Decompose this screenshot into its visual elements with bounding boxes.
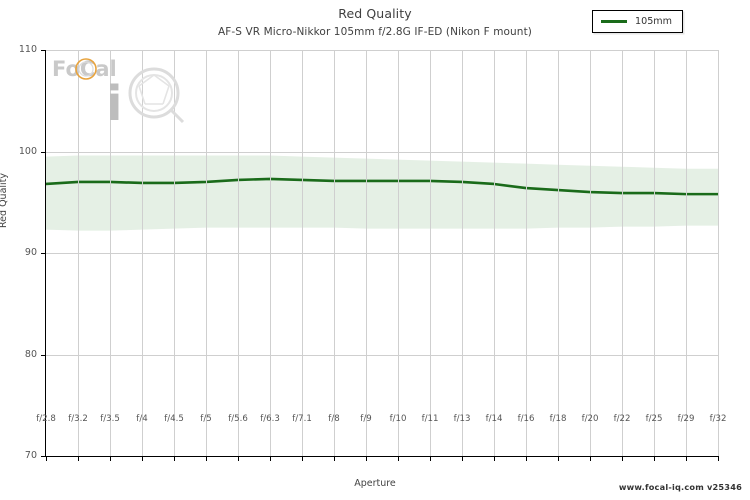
gridline-horizontal	[46, 50, 718, 51]
gridline-vertical	[366, 50, 367, 456]
x-tick-mark	[270, 456, 271, 461]
gridline-horizontal	[46, 151, 718, 153]
gridline-vertical	[174, 50, 175, 456]
x-tick-mark	[718, 456, 719, 461]
gridline-vertical	[206, 50, 207, 456]
x-axis-title: Aperture	[354, 478, 396, 489]
gridline-vertical	[526, 50, 527, 456]
x-tick-label: f/2.8	[36, 414, 56, 424]
chart-subtitle: AF-S VR Micro-Nikkor 105mm f/2.8G IF-ED …	[218, 26, 532, 38]
gridline-horizontal	[46, 354, 718, 356]
x-tick-mark	[334, 456, 335, 461]
series-line-105mm	[46, 177, 718, 196]
x-tick-label: f/16	[517, 414, 535, 424]
x-tick-label: f/3.2	[68, 414, 88, 424]
x-tick-label: f/4.5	[164, 414, 184, 424]
x-tick-mark	[174, 456, 175, 461]
y-tick-label: 90	[24, 247, 37, 258]
gridline-vertical	[654, 50, 655, 456]
x-tick-mark	[558, 456, 559, 461]
gridline-vertical	[238, 50, 239, 456]
y-tick-mark	[41, 253, 46, 254]
legend-swatch-105mm	[601, 19, 627, 24]
y-tick-label: 70	[24, 450, 37, 461]
x-tick-mark	[622, 456, 623, 461]
x-tick-label: f/25	[645, 414, 663, 424]
y-tick-mark	[41, 151, 46, 153]
x-tick-mark	[302, 456, 303, 461]
x-tick-mark	[590, 456, 591, 461]
confidence-band	[46, 155, 718, 231]
x-tick-mark	[462, 456, 463, 461]
x-tick-label: f/22	[613, 414, 631, 424]
chart-legend[interactable]: 105mm	[592, 10, 684, 33]
x-tick-label: f/29	[677, 414, 695, 424]
x-tick-label: f/7.1	[292, 414, 312, 424]
x-tick-mark	[494, 456, 495, 461]
x-tick-label: f/4	[136, 414, 148, 424]
y-tick-mark	[41, 50, 46, 51]
x-tick-mark	[142, 456, 143, 461]
gridline-vertical	[718, 50, 719, 456]
x-tick-mark	[526, 456, 527, 461]
series-canvas	[46, 155, 718, 231]
y-tick-mark	[41, 354, 46, 356]
x-tick-mark	[366, 456, 367, 461]
gridline-vertical	[590, 50, 591, 456]
x-tick-label: f/10	[389, 414, 407, 424]
gridline-vertical	[622, 50, 623, 456]
x-tick-label: f/11	[421, 414, 439, 424]
x-axis-line	[45, 456, 719, 457]
y-axis-title: Red Quality	[0, 172, 9, 228]
plot-area	[41, 50, 719, 461]
y-tick-label: 80	[24, 348, 37, 360]
x-tick-mark	[206, 456, 207, 461]
gridline-vertical	[686, 50, 687, 456]
gridline-vertical	[494, 50, 495, 456]
x-tick-label: f/5	[200, 414, 212, 424]
footer-text: www.focal-iq.com v25346	[618, 482, 742, 492]
y-tick-label: 100	[18, 145, 37, 157]
gridline-vertical	[78, 50, 79, 456]
x-tick-label: f/18	[549, 414, 567, 424]
x-tick-label: f/32	[709, 414, 727, 424]
x-tick-mark	[46, 456, 47, 461]
x-tick-label: f/5.6	[228, 414, 248, 424]
x-tick-label: f/20	[581, 414, 599, 424]
x-tick-mark	[110, 456, 111, 461]
gridline-vertical	[142, 50, 143, 456]
gridline-vertical	[302, 50, 303, 456]
legend-label-105mm: 105mm	[635, 16, 673, 27]
x-tick-mark	[654, 456, 655, 461]
gridline-vertical	[430, 50, 431, 456]
x-tick-mark	[430, 456, 431, 461]
x-tick-label: f/6.3	[260, 414, 280, 424]
x-tick-mark	[686, 456, 687, 461]
chart-title: Red Quality	[338, 6, 412, 21]
x-tick-label: f/8	[328, 414, 340, 424]
x-tick-mark	[238, 456, 239, 461]
y-tick-mark	[41, 456, 46, 457]
x-tick-mark	[398, 456, 399, 461]
x-tick-mark	[78, 456, 79, 461]
y-tick-label: 110	[18, 44, 37, 55]
gridline-vertical	[462, 50, 463, 456]
gridline-vertical	[558, 50, 559, 456]
x-tick-label: f/9	[360, 414, 372, 424]
x-tick-label: f/14	[485, 414, 503, 424]
gridline-vertical	[334, 50, 335, 456]
gridline-horizontal	[46, 253, 718, 254]
x-tick-label: f/13	[453, 414, 471, 424]
x-tick-label: f/3.5	[100, 414, 120, 424]
gridline-vertical	[398, 50, 399, 456]
gridline-vertical	[270, 50, 271, 456]
gridline-vertical	[110, 50, 111, 456]
